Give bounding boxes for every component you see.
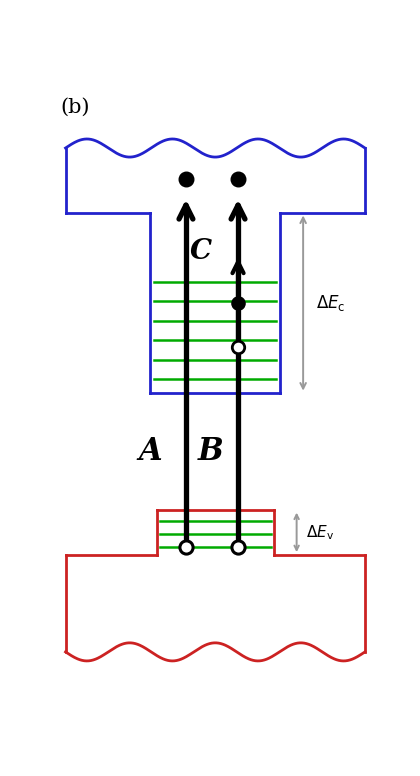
Text: C: C	[189, 238, 212, 265]
Text: B: B	[197, 436, 223, 467]
Point	[235, 541, 242, 553]
Point	[183, 172, 189, 185]
Text: $\Delta E_\mathrm{v}$: $\Delta E_\mathrm{v}$	[307, 523, 334, 542]
Text: $\Delta E_\mathrm{c}$: $\Delta E_\mathrm{c}$	[316, 293, 346, 313]
Text: A: A	[138, 436, 162, 467]
Text: (b): (b)	[60, 98, 90, 117]
Point	[235, 341, 242, 353]
Point	[183, 541, 189, 553]
Point	[235, 172, 242, 185]
Point	[235, 297, 242, 310]
